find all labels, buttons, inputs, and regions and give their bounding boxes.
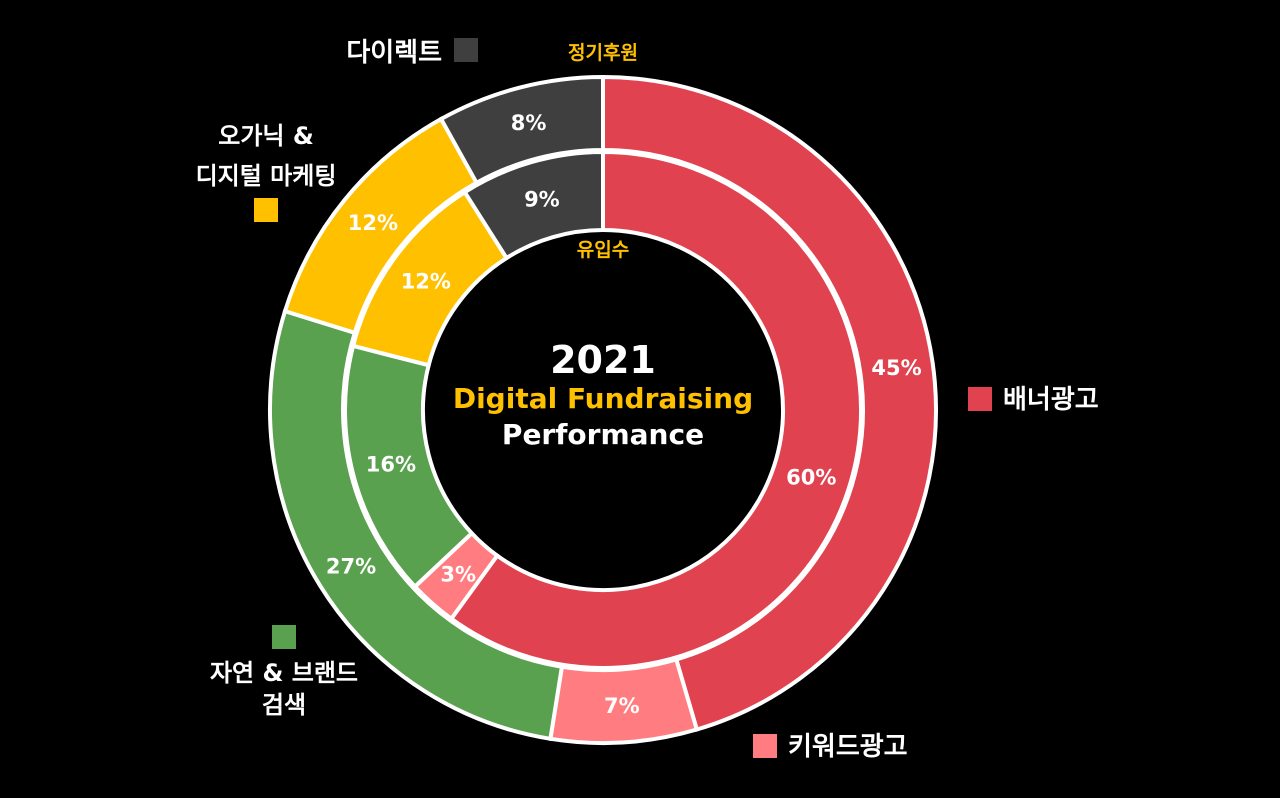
legend-label-natural-brand-search-line1: 자연 & 브랜드 — [210, 659, 358, 687]
legend-item-keyword: 키워드광고 — [753, 732, 908, 762]
percentage-labels: 45% 7% 27% 12% 8% 60% 3% 16% 12% 9% — [326, 111, 922, 718]
chart-title-year: 2021 — [550, 338, 656, 382]
inner-slice-banner — [448, 149, 863, 670]
legend-label-keyword: 키워드광고 — [788, 732, 908, 762]
legend-item-banner: 배너광고 — [968, 385, 1099, 415]
legend-item-organic-digital-marketing: 오가닉 & 디지털 마케팅 — [196, 122, 337, 222]
chart-title-line3: Performance — [502, 418, 704, 451]
legend-label-organic-line2: 디지털 마케팅 — [196, 162, 337, 190]
outer-ring-label: 정기후원 — [568, 42, 638, 64]
legend-swatch-direct — [454, 38, 478, 62]
inner-ring — [343, 149, 863, 670]
legend-label-banner: 배너광고 — [1003, 385, 1099, 415]
outer-pct-label-keyword: 7% — [604, 694, 640, 718]
outer-pct-label-organic: 12% — [348, 211, 398, 235]
outer-pct-label-banner: 45% — [871, 356, 921, 380]
chart-title-line2: Digital Fundraising — [453, 382, 753, 415]
inner-slice-direct — [461, 149, 605, 261]
legend-item-direct: 다이렉트 — [346, 38, 478, 68]
legend-label-direct: 다이렉트 — [346, 38, 442, 68]
inner-pct-label-banner: 60% — [786, 466, 836, 490]
legend-swatch-natural-brand-search — [272, 625, 296, 649]
inner-pct-label-keyword: 3% — [440, 562, 476, 586]
legend-swatch-banner — [968, 387, 992, 411]
inner-pct-label-organic: 12% — [401, 269, 451, 293]
legend-swatch-keyword — [753, 734, 777, 758]
inner-ring-label: 유입수 — [577, 239, 629, 261]
inner-pct-label-natural-brand-search: 16% — [366, 452, 416, 476]
legend-swatch-organic — [254, 198, 278, 222]
outer-pct-label-direct: 8% — [511, 111, 547, 135]
inner-pct-label-direct: 9% — [524, 188, 560, 212]
legend-label-natural-brand-search-line2: 검색 — [262, 691, 306, 719]
legend-label-organic-line1: 오가닉 & — [218, 122, 314, 150]
legend-item-natural-brand-search: 자연 & 브랜드 검색 — [210, 625, 358, 719]
outer-pct-label-natural-brand-search: 27% — [326, 554, 376, 578]
